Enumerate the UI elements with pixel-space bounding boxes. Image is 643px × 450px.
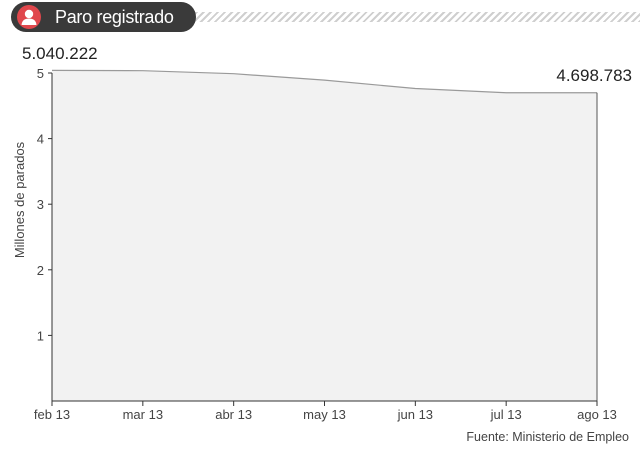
first-value-label: 5.040.222 bbox=[22, 44, 98, 63]
area-fill bbox=[52, 70, 597, 402]
x-tick-label: abr 13 bbox=[215, 407, 252, 422]
x-tick-label: mar 13 bbox=[123, 407, 163, 422]
y-tick-label: 5 bbox=[37, 66, 44, 81]
chart-title: Paro registrado bbox=[55, 7, 174, 27]
plot-area: 1 2 3 4 5 feb 13 mar 13 abr 13 may 13 jun 13 jul 1… bbox=[34, 66, 617, 422]
y-axis-label: Millones de parados bbox=[12, 141, 27, 258]
source-note: Fuente: Ministerio de Empleo bbox=[466, 430, 629, 444]
y-tick-label: 1 bbox=[37, 328, 44, 343]
x-tick-label: may 13 bbox=[303, 407, 346, 422]
y-tick-label: 3 bbox=[37, 197, 44, 212]
series-line bbox=[51, 69, 597, 94]
x-tick-label: jul 13 bbox=[490, 407, 522, 422]
person-icon bbox=[17, 5, 41, 29]
x-tick-label: ago 13 bbox=[577, 407, 617, 422]
x-tick-label: jun 13 bbox=[397, 407, 433, 422]
y-tick-label: 2 bbox=[37, 263, 44, 278]
x-tick-label: feb 13 bbox=[34, 407, 70, 422]
chart-header: Paro registrado bbox=[11, 2, 196, 32]
header-stripe bbox=[160, 12, 640, 22]
y-tick-label: 4 bbox=[37, 132, 44, 147]
last-value-label: 4.698.783 bbox=[556, 66, 632, 85]
